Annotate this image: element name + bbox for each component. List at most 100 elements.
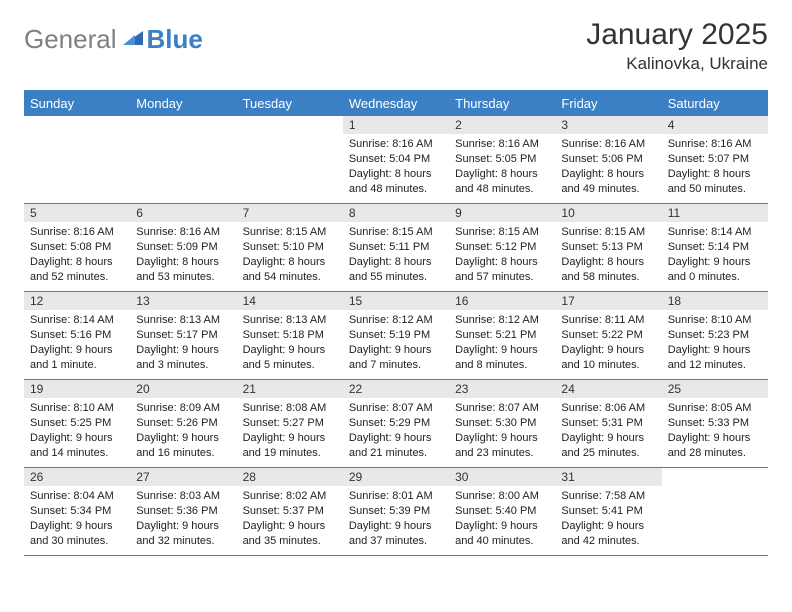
sunset-text: Sunset: 5:39 PM <box>349 504 443 519</box>
calendar-day-cell: 26Sunrise: 8:04 AMSunset: 5:34 PMDayligh… <box>24 468 130 556</box>
sunrise-text: Sunrise: 8:15 AM <box>243 225 337 240</box>
sunset-text: Sunset: 5:04 PM <box>349 152 443 167</box>
day-number: 21 <box>237 380 343 398</box>
sunset-text: Sunset: 5:19 PM <box>349 328 443 343</box>
day-number: 9 <box>449 204 555 222</box>
sunrise-text: Sunrise: 8:07 AM <box>455 401 549 416</box>
day-number: 15 <box>343 292 449 310</box>
day-content: Sunrise: 8:15 AMSunset: 5:10 PMDaylight:… <box>237 222 343 290</box>
day-content: Sunrise: 8:14 AMSunset: 5:14 PMDaylight:… <box>662 222 768 290</box>
sunrise-text: Sunrise: 8:15 AM <box>455 225 549 240</box>
sunrise-text: Sunrise: 8:15 AM <box>561 225 655 240</box>
daylight-text-2: and 10 minutes. <box>561 358 655 373</box>
sunrise-text: Sunrise: 8:10 AM <box>668 313 762 328</box>
sunrise-text: Sunrise: 7:58 AM <box>561 489 655 504</box>
daylight-text-1: Daylight: 9 hours <box>455 343 549 358</box>
daylight-text-1: Daylight: 8 hours <box>668 167 762 182</box>
calendar-day-cell: 9Sunrise: 8:15 AMSunset: 5:12 PMDaylight… <box>449 204 555 292</box>
daylight-text-2: and 8 minutes. <box>455 358 549 373</box>
day-content: Sunrise: 8:04 AMSunset: 5:34 PMDaylight:… <box>24 486 130 554</box>
calendar-day-cell: 21Sunrise: 8:08 AMSunset: 5:27 PMDayligh… <box>237 380 343 468</box>
calendar-day-cell: 19Sunrise: 8:10 AMSunset: 5:25 PMDayligh… <box>24 380 130 468</box>
calendar-day-cell: 3Sunrise: 8:16 AMSunset: 5:06 PMDaylight… <box>555 116 661 204</box>
day-number: 29 <box>343 468 449 486</box>
daylight-text-2: and 58 minutes. <box>561 270 655 285</box>
sunrise-text: Sunrise: 8:04 AM <box>30 489 124 504</box>
daylight-text-2: and 48 minutes. <box>455 182 549 197</box>
calendar-day-cell: 7Sunrise: 8:15 AMSunset: 5:10 PMDaylight… <box>237 204 343 292</box>
day-content: Sunrise: 8:06 AMSunset: 5:31 PMDaylight:… <box>555 398 661 466</box>
daylight-text-1: Daylight: 9 hours <box>455 519 549 534</box>
sunset-text: Sunset: 5:21 PM <box>455 328 549 343</box>
sunset-text: Sunset: 5:37 PM <box>243 504 337 519</box>
sunrise-text: Sunrise: 8:16 AM <box>349 137 443 152</box>
day-number: 27 <box>130 468 236 486</box>
daylight-text-2: and 19 minutes. <box>243 446 337 461</box>
day-number: 7 <box>237 204 343 222</box>
calendar-day-cell: 1Sunrise: 8:16 AMSunset: 5:04 PMDaylight… <box>343 116 449 204</box>
sunrise-text: Sunrise: 8:07 AM <box>349 401 443 416</box>
daylight-text-2: and 3 minutes. <box>136 358 230 373</box>
sunrise-text: Sunrise: 8:16 AM <box>455 137 549 152</box>
daylight-text-2: and 0 minutes. <box>668 270 762 285</box>
day-number: 5 <box>24 204 130 222</box>
sunset-text: Sunset: 5:36 PM <box>136 504 230 519</box>
day-content: Sunrise: 8:10 AMSunset: 5:25 PMDaylight:… <box>24 398 130 466</box>
sunrise-text: Sunrise: 8:02 AM <box>243 489 337 504</box>
sunset-text: Sunset: 5:11 PM <box>349 240 443 255</box>
daylight-text-2: and 12 minutes. <box>668 358 762 373</box>
day-content: Sunrise: 8:14 AMSunset: 5:16 PMDaylight:… <box>24 310 130 378</box>
day-number: 3 <box>555 116 661 134</box>
day-content: Sunrise: 8:16 AMSunset: 5:06 PMDaylight:… <box>555 134 661 202</box>
day-number: 23 <box>449 380 555 398</box>
month-title: January 2025 <box>586 18 768 52</box>
daylight-text-2: and 35 minutes. <box>243 534 337 549</box>
weekday-header: Friday <box>555 91 661 116</box>
day-content: Sunrise: 8:15 AMSunset: 5:13 PMDaylight:… <box>555 222 661 290</box>
calendar-day-cell: 14Sunrise: 8:13 AMSunset: 5:18 PMDayligh… <box>237 292 343 380</box>
sunrise-text: Sunrise: 8:16 AM <box>668 137 762 152</box>
sunrise-text: Sunrise: 8:06 AM <box>561 401 655 416</box>
day-content: Sunrise: 8:09 AMSunset: 5:26 PMDaylight:… <box>130 398 236 466</box>
sunrise-text: Sunrise: 8:16 AM <box>30 225 124 240</box>
sunset-text: Sunset: 5:29 PM <box>349 416 443 431</box>
sunset-text: Sunset: 5:14 PM <box>668 240 762 255</box>
daylight-text-2: and 40 minutes. <box>455 534 549 549</box>
day-number: 2 <box>449 116 555 134</box>
calendar-day-cell: 8Sunrise: 8:15 AMSunset: 5:11 PMDaylight… <box>343 204 449 292</box>
calendar-day-cell: 12Sunrise: 8:14 AMSunset: 5:16 PMDayligh… <box>24 292 130 380</box>
sunrise-text: Sunrise: 8:14 AM <box>668 225 762 240</box>
calendar-day-cell: 27Sunrise: 8:03 AMSunset: 5:36 PMDayligh… <box>130 468 236 556</box>
sunset-text: Sunset: 5:08 PM <box>30 240 124 255</box>
daylight-text-1: Daylight: 9 hours <box>136 431 230 446</box>
weekday-header-row: SundayMondayTuesdayWednesdayThursdayFrid… <box>24 91 768 116</box>
daylight-text-1: Daylight: 8 hours <box>136 255 230 270</box>
daylight-text-2: and 55 minutes. <box>349 270 443 285</box>
calendar-week-row: 1Sunrise: 8:16 AMSunset: 5:04 PMDaylight… <box>24 116 768 204</box>
daylight-text-1: Daylight: 9 hours <box>243 343 337 358</box>
daylight-text-2: and 21 minutes. <box>349 446 443 461</box>
sunrise-text: Sunrise: 8:14 AM <box>30 313 124 328</box>
day-number: 17 <box>555 292 661 310</box>
calendar-table: SundayMondayTuesdayWednesdayThursdayFrid… <box>24 90 768 556</box>
day-number: 8 <box>343 204 449 222</box>
daylight-text-1: Daylight: 8 hours <box>349 167 443 182</box>
daylight-text-2: and 23 minutes. <box>455 446 549 461</box>
day-number: 4 <box>662 116 768 134</box>
calendar-day-cell: 20Sunrise: 8:09 AMSunset: 5:26 PMDayligh… <box>130 380 236 468</box>
day-number: 10 <box>555 204 661 222</box>
daylight-text-2: and 49 minutes. <box>561 182 655 197</box>
sunset-text: Sunset: 5:41 PM <box>561 504 655 519</box>
day-content: Sunrise: 8:13 AMSunset: 5:17 PMDaylight:… <box>130 310 236 378</box>
calendar-week-row: 19Sunrise: 8:10 AMSunset: 5:25 PMDayligh… <box>24 380 768 468</box>
sunset-text: Sunset: 5:27 PM <box>243 416 337 431</box>
sunset-text: Sunset: 5:25 PM <box>30 416 124 431</box>
calendar-day-cell: 11Sunrise: 8:14 AMSunset: 5:14 PMDayligh… <box>662 204 768 292</box>
day-content: Sunrise: 8:07 AMSunset: 5:30 PMDaylight:… <box>449 398 555 466</box>
daylight-text-2: and 50 minutes. <box>668 182 762 197</box>
day-number: 11 <box>662 204 768 222</box>
daylight-text-1: Daylight: 8 hours <box>561 255 655 270</box>
sunset-text: Sunset: 5:34 PM <box>30 504 124 519</box>
daylight-text-1: Daylight: 9 hours <box>561 431 655 446</box>
sunrise-text: Sunrise: 8:01 AM <box>349 489 443 504</box>
